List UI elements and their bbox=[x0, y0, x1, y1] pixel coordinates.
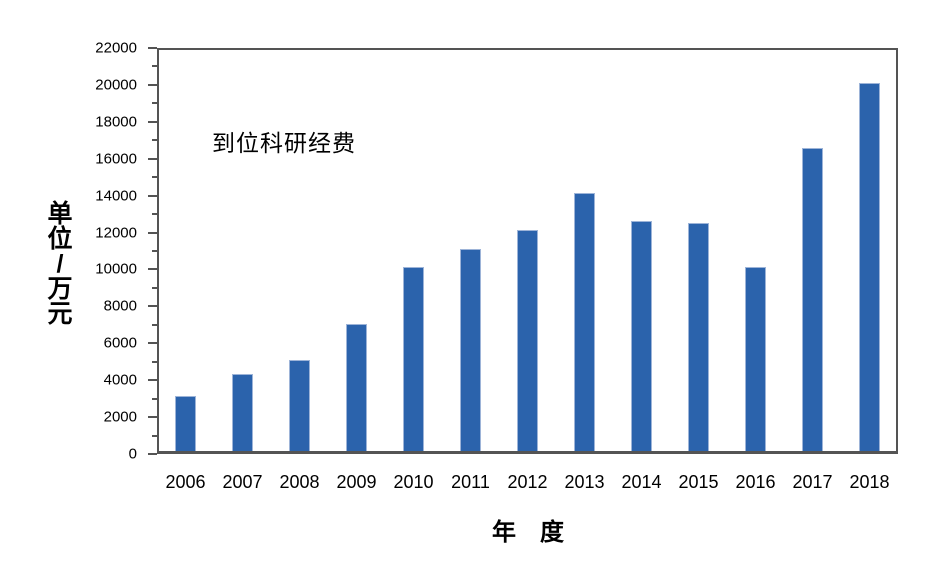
bar-2008 bbox=[288, 359, 311, 454]
x-tick-label: 2008 bbox=[279, 472, 320, 492]
y-major-tick bbox=[148, 157, 157, 160]
bar-slot bbox=[442, 48, 499, 454]
y-axis-title-char: 单 bbox=[47, 200, 73, 228]
y-major-tick bbox=[148, 120, 157, 123]
bar-slot bbox=[727, 48, 784, 454]
bar-2012 bbox=[516, 229, 539, 454]
x-tick-label: 2016 bbox=[735, 472, 776, 492]
y-tick-label: 10000 bbox=[95, 260, 137, 278]
bar-2007 bbox=[231, 373, 254, 454]
chart-annotation: 到位科研经费 bbox=[212, 130, 356, 156]
x-tick-label: 2013 bbox=[564, 472, 605, 492]
bar-slot bbox=[670, 48, 727, 454]
y-tick-label: 2000 bbox=[103, 408, 137, 426]
y-minor-tick bbox=[152, 65, 157, 68]
x-tick-label: 2007 bbox=[222, 472, 263, 492]
y-tick-label: 20000 bbox=[95, 76, 137, 94]
bar-slot bbox=[328, 48, 385, 454]
y-tick-label: 0 bbox=[128, 445, 137, 463]
y-tick-label: 6000 bbox=[103, 334, 137, 352]
x-tick-label: 2014 bbox=[621, 472, 662, 492]
bar-2014 bbox=[630, 220, 653, 454]
y-major-tick bbox=[148, 231, 157, 234]
y-minor-tick bbox=[152, 360, 157, 363]
y-minor-tick bbox=[152, 139, 157, 142]
bar-2010 bbox=[402, 266, 425, 454]
y-minor-tick bbox=[152, 286, 157, 289]
x-axis-title: 年 度 bbox=[492, 519, 564, 546]
y-tick-label: 14000 bbox=[95, 187, 137, 205]
y-minor-tick bbox=[152, 434, 157, 437]
y-tick-label: 8000 bbox=[103, 297, 137, 315]
bar-slot bbox=[613, 48, 670, 454]
y-minor-tick bbox=[152, 176, 157, 179]
y-major-tick bbox=[148, 268, 157, 271]
y-major-tick bbox=[148, 305, 157, 308]
bar-slot bbox=[784, 48, 841, 454]
y-axis-title: 单位 / 万元 bbox=[44, 202, 76, 327]
bar-2006 bbox=[174, 395, 197, 454]
x-tick-label: 2015 bbox=[678, 472, 719, 492]
y-minor-tick bbox=[152, 323, 157, 326]
bar-slot bbox=[556, 48, 613, 454]
y-minor-tick bbox=[152, 102, 157, 105]
x-tick-label: 2009 bbox=[336, 472, 377, 492]
x-tick-label: 2006 bbox=[165, 472, 206, 492]
y-minor-tick bbox=[152, 397, 157, 400]
bar-2011 bbox=[459, 249, 482, 454]
y-tick-label: 12000 bbox=[95, 224, 137, 242]
y-major-tick bbox=[148, 379, 157, 382]
y-major-tick bbox=[148, 83, 157, 86]
bar-slot bbox=[841, 48, 898, 454]
y-tick-label: 4000 bbox=[103, 371, 137, 389]
bar-2018 bbox=[858, 83, 881, 454]
y-tick-label: 16000 bbox=[95, 150, 137, 168]
bar-2013 bbox=[573, 192, 596, 454]
y-axis-title-char: / bbox=[56, 250, 64, 278]
bar-slot bbox=[499, 48, 556, 454]
x-tick-label: 2012 bbox=[507, 472, 548, 492]
y-axis-title-char: 位 bbox=[47, 225, 73, 253]
bar-2015 bbox=[687, 223, 710, 454]
y-major-tick bbox=[148, 453, 157, 455]
bar-slot bbox=[385, 48, 442, 454]
x-tick-label: 2010 bbox=[393, 472, 434, 492]
y-tick-label: 22000 bbox=[95, 39, 137, 57]
x-tick-label: 2017 bbox=[792, 472, 833, 492]
y-axis-title-char: 元 bbox=[47, 300, 73, 328]
bar-2009 bbox=[345, 323, 368, 454]
bar-slot bbox=[157, 48, 214, 454]
bar-2016 bbox=[744, 266, 767, 454]
bar-slot bbox=[271, 48, 328, 454]
y-major-tick bbox=[148, 416, 157, 419]
y-minor-tick bbox=[152, 250, 157, 252]
bar-2017 bbox=[801, 147, 824, 454]
y-major-tick bbox=[148, 342, 157, 345]
y-tick-label: 18000 bbox=[95, 113, 137, 131]
y-axis-title-char: 万 bbox=[47, 275, 73, 303]
y-major-tick bbox=[148, 194, 157, 197]
bars-container bbox=[157, 48, 898, 454]
bar-slot bbox=[214, 48, 271, 454]
x-tick-label: 2011 bbox=[451, 472, 490, 492]
y-minor-tick bbox=[152, 213, 157, 216]
x-tick-label: 2018 bbox=[849, 472, 890, 492]
y-major-tick bbox=[148, 47, 157, 49]
